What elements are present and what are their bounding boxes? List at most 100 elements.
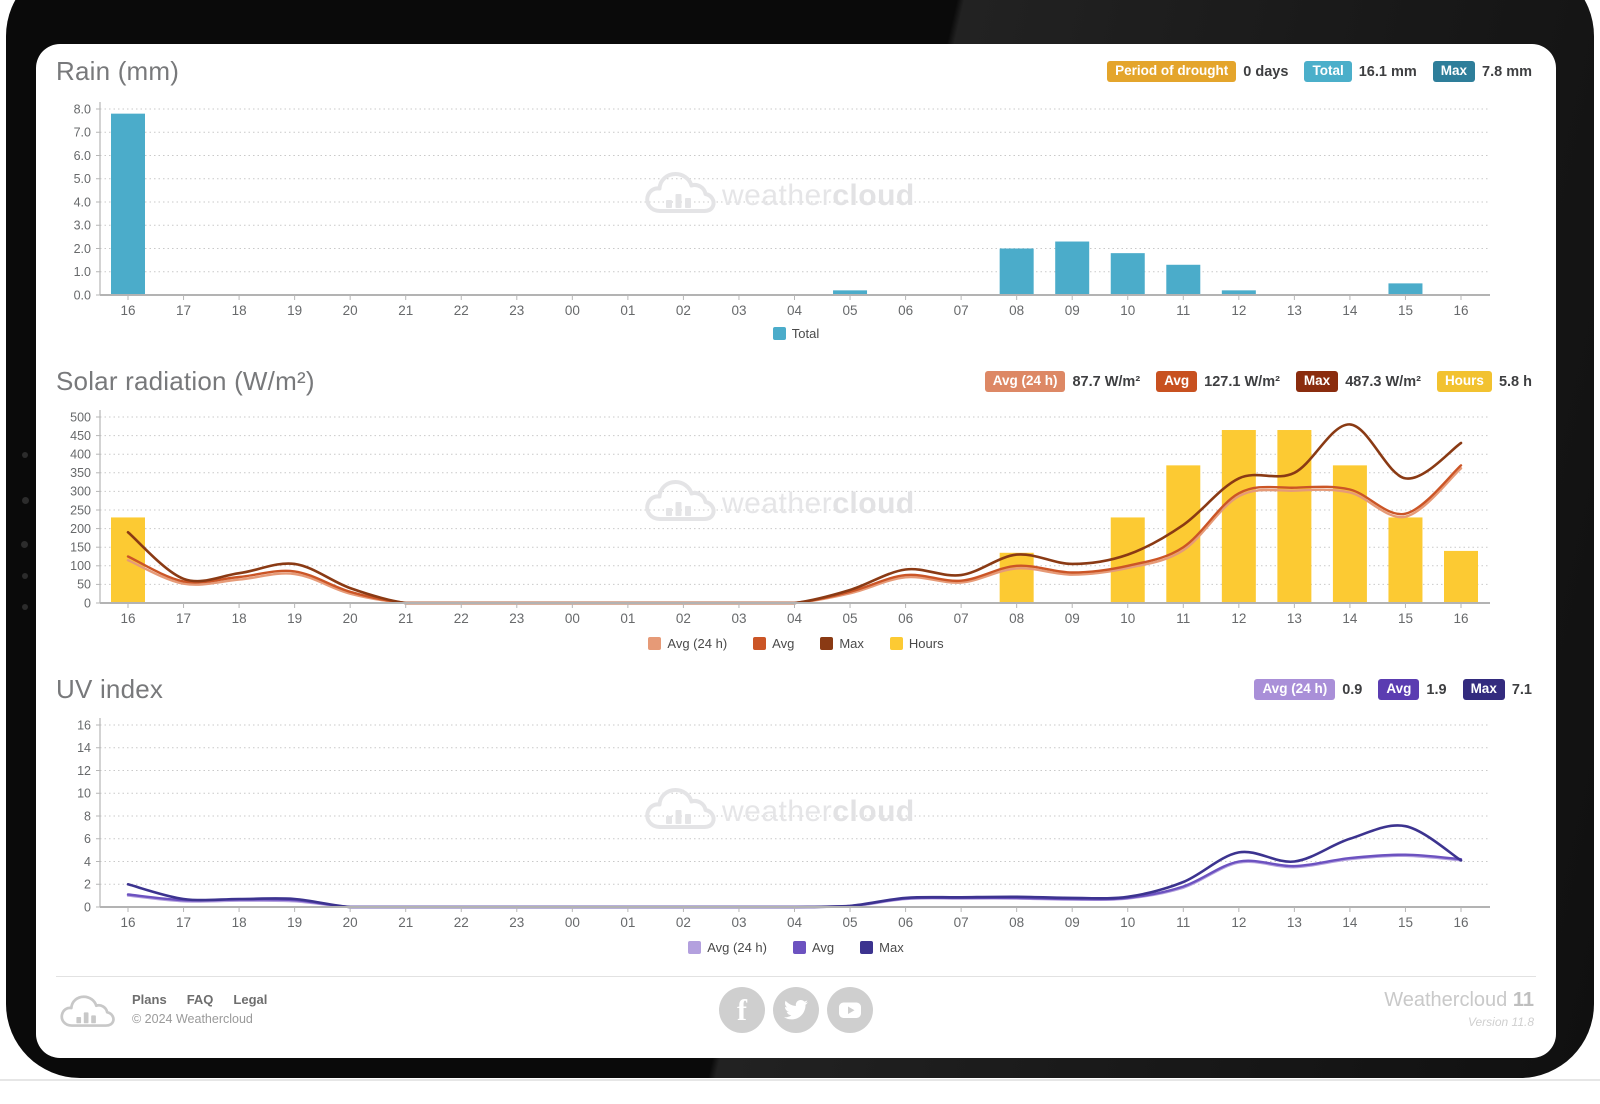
badge-value-max: 7.1 <box>1511 681 1532 698</box>
rain-bar-total[interactable] <box>833 290 868 295</box>
badge-value-total: 16.1 mm <box>1358 63 1417 80</box>
uv-line-avg <box>126 853 1463 909</box>
solar-bar-hours[interactable] <box>1388 517 1423 603</box>
footer: Plans FAQ Legal © 2024 Weathercloud f <box>56 976 1536 1048</box>
svg-text:01: 01 <box>620 303 635 318</box>
legal-link[interactable]: Legal <box>233 992 268 1007</box>
legend-item-avg[interactable]: Avg <box>753 636 794 651</box>
rain-bar-total[interactable] <box>1221 290 1256 295</box>
svg-text:19: 19 <box>287 915 302 930</box>
svg-text:2: 2 <box>84 878 91 892</box>
svg-text:19: 19 <box>287 611 302 626</box>
svg-text:10: 10 <box>1120 303 1135 318</box>
svg-text:17: 17 <box>176 915 191 930</box>
copyright-text: © 2024 Weathercloud <box>132 1012 253 1026</box>
svg-text:300: 300 <box>70 485 91 499</box>
legend-item-avg-24-h[interactable]: Avg (24 h) <box>648 636 727 651</box>
badge-max: Max <box>1462 679 1505 700</box>
legend-label: Avg (24 h) <box>707 939 767 955</box>
solar-bar-hours[interactable] <box>1166 465 1201 603</box>
svg-text:22: 22 <box>454 611 469 626</box>
cloud-icon <box>60 995 115 1027</box>
twitter-icon[interactable] <box>773 987 819 1033</box>
svg-text:05: 05 <box>843 611 858 626</box>
legend-item-max[interactable]: Max <box>820 636 864 651</box>
svg-text:4.0: 4.0 <box>74 195 91 209</box>
youtube-icon[interactable] <box>827 987 873 1033</box>
svg-text:6.0: 6.0 <box>74 149 91 163</box>
legend-item-avg-24-h[interactable]: Avg (24 h) <box>688 940 767 955</box>
solar-bar-hours[interactable] <box>1332 465 1367 603</box>
svg-text:18: 18 <box>232 303 247 318</box>
svg-text:11: 11 <box>1176 303 1190 318</box>
svg-text:06: 06 <box>898 303 913 318</box>
rain-bar-total[interactable] <box>1166 264 1201 295</box>
plans-link[interactable]: Plans <box>132 992 167 1007</box>
side-camera-dot <box>22 497 29 504</box>
svg-text:09: 09 <box>1065 611 1080 626</box>
svg-text:18: 18 <box>232 611 247 626</box>
weathercloud-watermark: weathercloud <box>645 480 914 521</box>
solar-bar-hours[interactable] <box>1444 550 1478 603</box>
rain-bar-total[interactable] <box>1055 241 1090 295</box>
svg-text:00: 00 <box>565 915 580 930</box>
rain-bar-total[interactable] <box>111 113 145 296</box>
legend-swatch-hours <box>889 636 903 650</box>
cloud-icon <box>645 172 716 213</box>
app-version-block: Weathercloud 11 Version 11.8 <box>1384 989 1536 1029</box>
svg-text:350: 350 <box>70 466 91 480</box>
rain-section: Rain (mm) Period of drought 0 days Total 16… <box>54 56 1538 342</box>
badge-hours: Hours <box>1436 371 1492 392</box>
svg-text:04: 04 <box>787 303 803 318</box>
svg-text:20: 20 <box>343 915 358 930</box>
svg-text:4: 4 <box>84 855 91 869</box>
rain-chart[interactable]: 0.0 1.0 2.0 3.0 4.0 5.0 6.0 7.0 8.0 weathercloud 1… <box>54 97 1538 321</box>
rain-bar-total[interactable] <box>1388 283 1423 295</box>
svg-text:08: 08 <box>1009 611 1024 626</box>
app-name: Weathercloud 11 <box>1384 989 1534 1011</box>
svg-text:0.0: 0.0 <box>74 288 91 302</box>
legend-label: Max <box>839 635 864 651</box>
legend-swatch-avg <box>753 636 767 650</box>
facebook-icon[interactable]: f <box>719 987 765 1033</box>
side-sensor-dot <box>22 573 28 579</box>
badge-value-avg: 127.1 W/m² <box>1204 373 1280 390</box>
svg-text:8: 8 <box>84 809 91 823</box>
legend-swatch-max <box>820 636 834 650</box>
solar-bar-hours[interactable] <box>1110 517 1145 603</box>
legend-item-max[interactable]: Max <box>860 940 904 955</box>
svg-text:02: 02 <box>676 611 691 626</box>
svg-text:0: 0 <box>84 596 91 610</box>
svg-text:09: 09 <box>1065 303 1080 318</box>
svg-text:08: 08 <box>1009 303 1024 318</box>
legend-item-total[interactable]: Total <box>772 326 819 341</box>
badge-value-max: 7.8 mm <box>1482 63 1532 80</box>
badge-value-avg: 1.9 <box>1426 681 1447 698</box>
svg-text:weathercloud: weathercloud <box>721 179 915 212</box>
solar-header: Solar radiation (W/m²) Avg (24 h) 87.7 W/… <box>54 366 1538 397</box>
app-screen: Rain (mm) Period of drought 0 days Total 16… <box>36 44 1556 1058</box>
solar-bar-hours[interactable] <box>999 552 1034 603</box>
svg-text:07: 07 <box>954 915 969 930</box>
svg-text:22: 22 <box>454 915 469 930</box>
side-sensor-dot <box>22 452 28 458</box>
svg-text:500: 500 <box>70 410 91 424</box>
svg-text:03: 03 <box>731 611 746 626</box>
badge-avg-24-h: Avg (24 h) <box>1254 679 1336 700</box>
rain-bar-total[interactable] <box>999 248 1034 296</box>
badge-avg: Avg <box>1156 371 1198 392</box>
rain-bar-total[interactable] <box>1110 253 1145 295</box>
legend-swatch-avg-24-h <box>688 940 702 954</box>
faq-link[interactable]: FAQ <box>186 992 214 1007</box>
legend-item-avg[interactable]: Avg <box>793 940 834 955</box>
legend-swatch-total <box>772 326 786 340</box>
solar-bar-hours[interactable] <box>1221 430 1256 603</box>
solar-bar-hours[interactable] <box>1277 430 1312 603</box>
svg-text:06: 06 <box>898 915 913 930</box>
legend-label: Avg (24 h) <box>667 635 728 651</box>
solar-chart[interactable]: 050100150200250300350400450500weatherclo… <box>54 407 1538 631</box>
legend-item-hours[interactable]: Hours <box>889 636 944 651</box>
svg-text:04: 04 <box>787 915 803 930</box>
svg-text:03: 03 <box>731 915 746 930</box>
